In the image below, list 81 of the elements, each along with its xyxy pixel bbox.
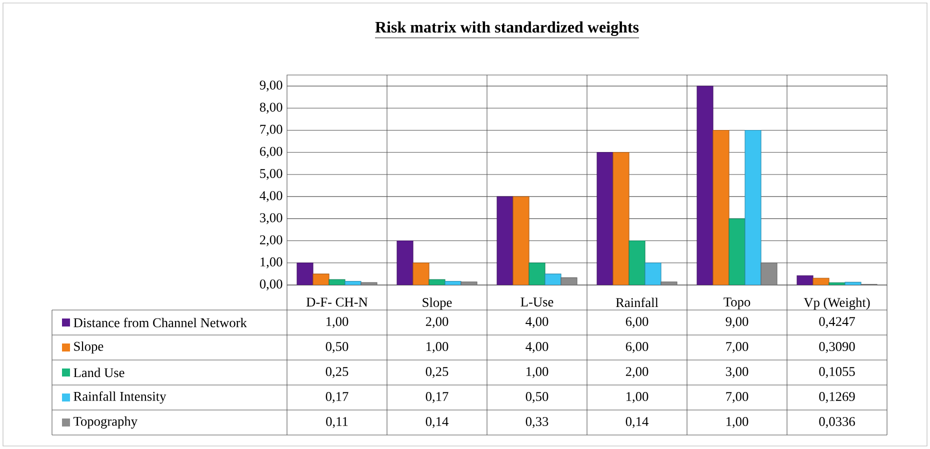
data-label: 1,00	[726, 417, 748, 428]
legend-label: Rainfall Intensity	[74, 391, 166, 404]
y-tick-label: 9,00	[260, 80, 282, 92]
bar	[744, 130, 762, 285]
bar	[344, 280, 362, 285]
data-label: 1,00	[426, 342, 448, 353]
y-tick-label: 7,00	[260, 124, 282, 136]
bar	[444, 280, 462, 285]
bar	[412, 262, 430, 285]
bar	[428, 279, 446, 285]
bar	[628, 240, 646, 285]
x-tick-label: L-Use	[520, 298, 554, 306]
data-label: 3,00	[726, 367, 748, 378]
data-label: 1,00	[326, 317, 348, 328]
bar	[844, 282, 862, 285]
y-tick-label: 8,00	[260, 102, 282, 114]
bar	[760, 262, 778, 285]
data-label: 0,25	[326, 367, 348, 378]
data-label: 9,00	[726, 317, 748, 328]
bar	[396, 240, 414, 285]
bar	[660, 282, 678, 285]
bar	[460, 282, 478, 285]
bar	[296, 262, 314, 285]
data-label: 4,00	[526, 342, 548, 353]
data-label: 0,11	[326, 417, 348, 428]
data-label: 0,17	[326, 392, 348, 403]
x-tick-label: Topo	[724, 298, 750, 310]
legend-label: Slope	[74, 341, 104, 354]
y-tick-label: 5,00	[260, 169, 282, 180]
y-tick-label: 6,00	[260, 146, 282, 158]
bar	[612, 152, 630, 285]
legend-label: Distance from Channel Network	[74, 318, 247, 328]
data-label: 0,50	[526, 392, 548, 403]
data-label: 1,00	[626, 392, 648, 403]
legend-label: Land Use	[74, 368, 124, 378]
data-label: 1,00	[526, 367, 548, 378]
bar	[644, 262, 662, 285]
y-tick-label: 3,00	[260, 213, 282, 224]
bar	[696, 86, 714, 285]
bar	[360, 282, 378, 285]
data-label: 7,00	[726, 342, 748, 353]
x-tick-label: Rainfall	[616, 298, 658, 308]
x-tick-label: D-F- CH-N	[306, 298, 368, 307]
data-label: 0,33	[526, 417, 548, 428]
bar	[560, 277, 578, 285]
bar	[512, 196, 530, 285]
data-label: 0,14	[426, 417, 448, 428]
bar	[796, 275, 814, 285]
bar	[712, 130, 730, 285]
bar	[728, 218, 746, 285]
bar	[828, 282, 846, 285]
data-label: 7,00	[726, 392, 748, 403]
y-tick-label: 1,00	[260, 257, 282, 268]
data-label: 2,00	[426, 317, 448, 328]
bar	[328, 279, 346, 285]
data-label: 0,1055	[819, 367, 855, 378]
bar	[528, 262, 546, 285]
data-label: 0,0336	[819, 417, 855, 428]
data-label: 0,25	[426, 367, 448, 378]
data-label: 0,14	[626, 417, 648, 428]
data-label: 0,4247	[819, 317, 855, 328]
data-label: 6,00	[626, 342, 648, 353]
data-label: 0,1269	[819, 392, 855, 403]
data-label: 4,00	[526, 317, 548, 328]
bar	[312, 274, 330, 285]
data-label: 2,00	[626, 367, 648, 378]
data-label: 0,17	[426, 392, 448, 403]
data-label: 0,50	[326, 342, 348, 353]
x-tick-label: Vp (Weight)	[804, 298, 870, 310]
y-tick-label: 2,00	[260, 235, 282, 246]
chart-title: Risk matrix with standardized weights	[375, 21, 639, 36]
bar	[544, 274, 562, 285]
x-tick-label: Slope	[422, 298, 452, 310]
bar	[596, 152, 614, 285]
data-label: 0,3090	[819, 342, 855, 353]
y-tick-label: 4,00	[260, 191, 282, 202]
y-tick-label: 0,00	[260, 280, 282, 290]
bar	[496, 196, 514, 285]
data-label: 6,00	[626, 317, 648, 328]
bar	[812, 278, 830, 285]
legend-label: Topography	[74, 416, 138, 429]
